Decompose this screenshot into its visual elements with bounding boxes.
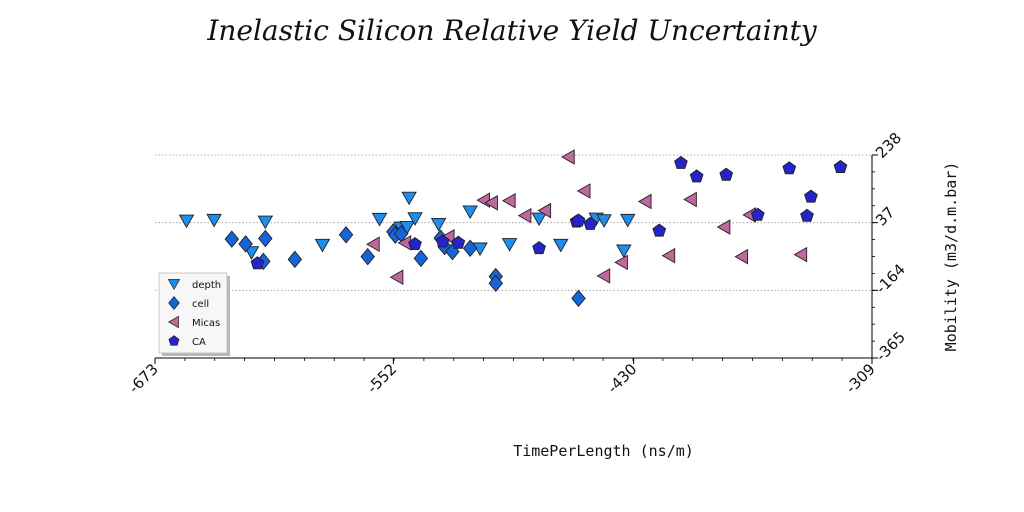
series-depth [178,191,636,260]
data-point-depth [371,212,388,227]
data-point-ca [674,155,688,169]
data-point-ca [804,189,818,203]
data-point-ca [571,213,586,227]
y-tick-label: -365 [872,328,909,365]
legend-item-depth: depth [167,279,221,291]
legend-marker-cell [168,295,180,311]
legend-item-cell: cell [168,295,209,311]
data-point-micas [596,268,611,284]
data-point-depth [552,238,569,253]
data-point-ca [408,237,422,251]
data-point-cell [224,230,240,248]
legend-label: cell [192,299,209,310]
data-point-cell [571,289,586,308]
data-point-ca [800,208,814,222]
data-point-micas [793,246,808,263]
data-point-depth [462,205,478,220]
data-point-ca [532,241,546,255]
data-point-cell [488,274,504,293]
data-point-depth [401,191,417,206]
data-point-ca [451,235,466,249]
data-point-micas [484,195,498,211]
data-point-micas [502,193,516,209]
data-point-micas [734,248,749,265]
data-point-depth [257,215,274,230]
series-cell [224,222,586,308]
data-point-depth [243,246,260,260]
data-point-micas [576,183,591,199]
data-point-ca [719,167,734,181]
data-point-cell [238,235,253,253]
data-point-depth [178,214,195,229]
data-point-cell [258,229,273,248]
data-point-ca [583,216,598,230]
data-point-depth [407,212,423,226]
data-point-micas [637,193,652,210]
legend-label: CA [192,337,206,348]
data-point-micas [614,254,628,271]
data-point-micas [716,219,731,235]
data-point-cell [413,249,429,268]
data-point-ca [782,161,797,175]
data-point-depth [619,213,636,228]
data-point-micas [683,191,697,208]
data-point-ca [652,223,667,237]
y-axis-title: Mobility (m3/d.m.bar) [942,162,960,352]
data-point-ca [435,234,450,248]
data-point-cell [287,250,303,269]
data-point-micas [517,207,532,224]
legend-marker-micas [167,315,179,329]
data-point-depth [430,217,447,232]
y-tick-label: 37 [872,203,898,229]
data-point-cell [360,247,375,266]
data-point-depth [399,220,415,235]
data-point-micas [389,269,404,285]
legend-item-micas: Micas [167,315,220,329]
data-point-micas [366,236,380,252]
x-tick-label: -673 [125,360,162,397]
legend-item-ca: CA [168,335,206,348]
data-point-ca [250,256,265,270]
x-axis-title: TimePerLength (ns/m) [513,442,694,460]
x-tick-label: -309 [842,360,879,397]
data-point-cell [462,239,478,258]
data-point-cell [338,226,354,244]
data-point-ca [750,207,765,221]
y-tick-label: -164 [872,260,909,297]
data-point-ca [833,159,848,173]
legend-marker-ca [168,335,180,346]
data-point-micas [537,202,552,219]
data-point-depth [616,244,632,259]
data-point-depth [314,238,331,253]
x-tick-label: -552 [363,360,400,397]
y-tick-label: 238 [872,129,905,162]
data-point-ca [689,169,704,183]
series-micas [366,149,808,285]
data-point-micas [661,247,676,264]
legend-marker-depth [167,279,181,291]
series-ca [250,155,848,270]
legend: depth cell Micas CA [158,272,230,356]
data-point-cell [445,242,460,261]
data-point-depth [501,238,518,252]
chart-title: Inelastic Silicon Relative Yield Uncerta… [207,14,817,47]
x-tick-label: -430 [604,360,641,397]
data-point-micas [476,192,491,208]
data-point-depth [596,214,612,228]
data-point-depth [206,213,222,228]
data-point-micas [561,149,575,165]
legend-label: depth [192,280,221,291]
legend-label: Micas [192,318,220,329]
data-point-depth [531,212,547,227]
